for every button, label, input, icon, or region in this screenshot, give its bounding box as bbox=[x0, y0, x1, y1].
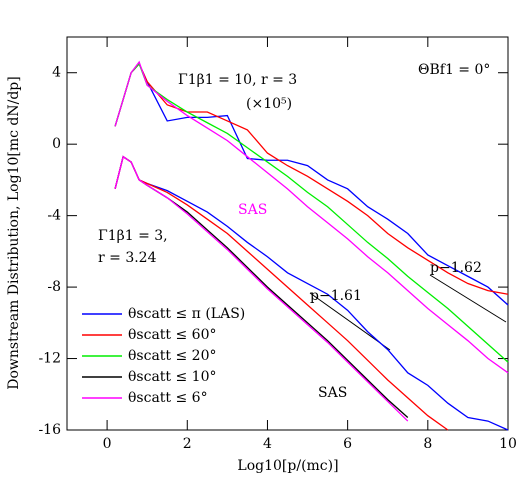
series-line bbox=[114, 155, 409, 422]
legend-label: θscatt ≤ 60° bbox=[128, 327, 217, 343]
x-tick-label: 6 bbox=[343, 436, 352, 452]
y-tick-label: -8 bbox=[47, 279, 61, 295]
legend-label: θscatt ≤ 6° bbox=[128, 390, 208, 406]
annotation: SAS bbox=[318, 385, 347, 401]
x-tick-label: 2 bbox=[183, 436, 192, 452]
series-line bbox=[114, 60, 509, 374]
y-tick-label: -16 bbox=[38, 422, 61, 438]
annotation: p−1.61 bbox=[310, 288, 362, 304]
x-tick-label: 8 bbox=[423, 436, 432, 452]
annotation: ΘBf1 = 0° bbox=[418, 62, 490, 78]
annotation: Γ1β1 = 3, bbox=[98, 228, 168, 244]
x-tick-label: 4 bbox=[263, 436, 272, 452]
power-law-guide bbox=[429, 274, 507, 323]
y-tick-label: 0 bbox=[52, 136, 61, 152]
annotation: SAS bbox=[238, 202, 267, 218]
plot-frame bbox=[66, 36, 509, 431]
legend-label: θscatt ≤ π (LAS) bbox=[128, 306, 245, 322]
annotation: (×10⁵) bbox=[246, 96, 292, 112]
annotation: r = 3.24 bbox=[98, 250, 157, 266]
y-axis-label: Downstream Distribution, Log10[mc dN/dp] bbox=[6, 76, 22, 389]
annotation: p−1.62 bbox=[430, 260, 482, 276]
x-tick-label: 10 bbox=[499, 436, 517, 452]
y-tick-label: -4 bbox=[47, 208, 61, 224]
legend-label: θscatt ≤ 10° bbox=[128, 369, 217, 385]
x-tick-label: 0 bbox=[103, 436, 112, 452]
series-line bbox=[114, 155, 449, 431]
legend-label: θscatt ≤ 20° bbox=[128, 348, 217, 364]
annotation: Γ1β1 = 10, r = 3 bbox=[178, 72, 297, 88]
y-tick-label: 4 bbox=[52, 65, 61, 81]
y-tick-label: -12 bbox=[38, 351, 61, 367]
x-axis-label: Log10[p/(mc)] bbox=[237, 458, 338, 474]
